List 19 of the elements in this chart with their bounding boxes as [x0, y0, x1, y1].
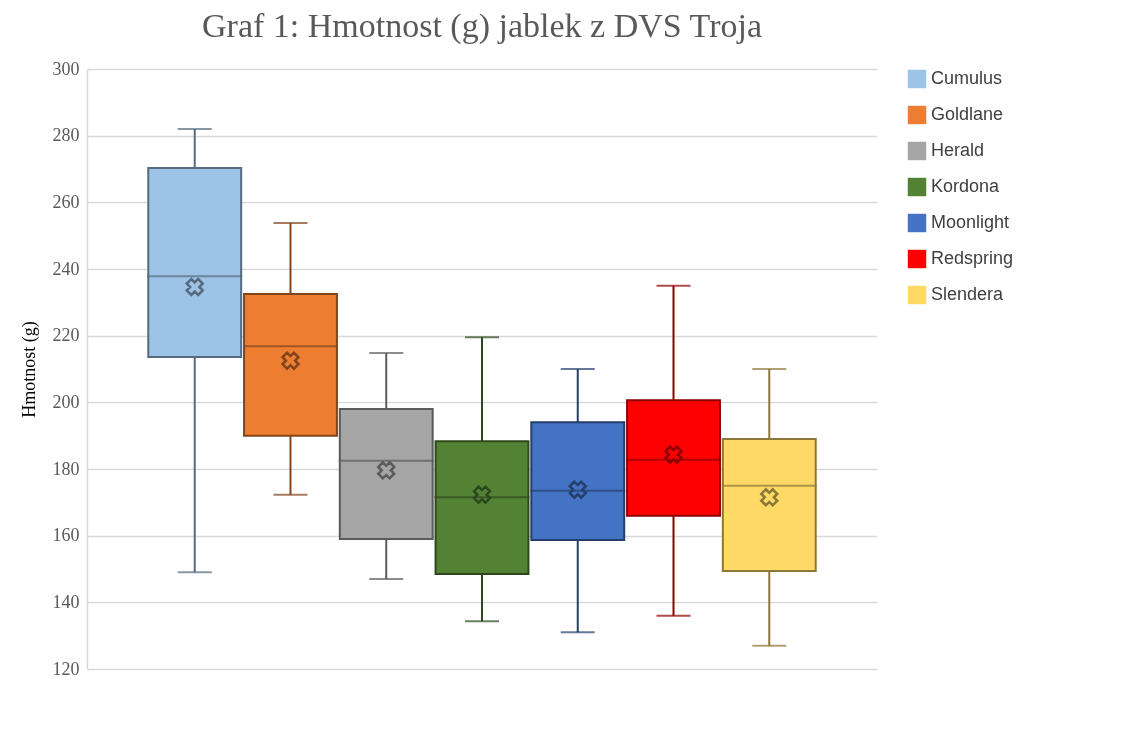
- legend-label: Herald: [931, 140, 985, 160]
- legend-label: Kordona: [931, 176, 1001, 196]
- legend-label: Cumulus: [931, 68, 1003, 88]
- y-tick-label: 220: [52, 325, 80, 346]
- y-tick-label: 300: [52, 58, 80, 79]
- y-tick-label: 280: [52, 125, 80, 146]
- y-tick-label: 180: [52, 458, 80, 479]
- y-tick-label: 120: [52, 658, 80, 679]
- chart-title: Graf 1: Hmotnost (g) jablek z DVS Troja: [201, 7, 763, 45]
- legend-label: Redspring: [931, 248, 1014, 268]
- y-tick-label: 140: [52, 591, 80, 612]
- y-axis-title: Hmotnost (g): [18, 321, 40, 418]
- y-tick-label: 240: [52, 258, 80, 279]
- legend-label: Slendera: [931, 284, 1005, 304]
- legend-label: Goldlane: [931, 104, 1004, 124]
- y-tick-label: 160: [52, 525, 80, 546]
- legend-label: Moonlight: [931, 212, 1010, 232]
- y-tick-label: 260: [52, 191, 80, 212]
- y-tick-label: 200: [52, 391, 80, 412]
